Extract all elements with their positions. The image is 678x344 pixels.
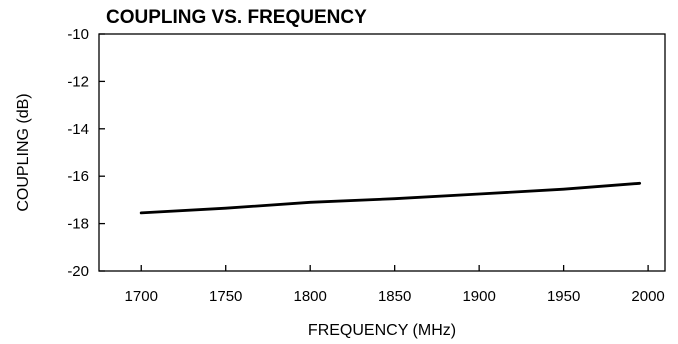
x-tick-label: 1700	[125, 288, 158, 305]
y-tick-label: -20	[67, 263, 89, 280]
y-tick-label: -18	[67, 216, 89, 233]
y-tick-label: -14	[67, 121, 89, 138]
y-tick-label: -12	[67, 73, 89, 90]
x-axis-title: FREQUENCY (MHz)	[308, 322, 456, 339]
x-tick-label: 1850	[378, 288, 411, 305]
x-tick-label: 1750	[209, 288, 242, 305]
x-tick-label: 2000	[631, 288, 664, 305]
chart-title: COUPLING VS. FREQUENCY	[106, 7, 367, 28]
y-tick-label: -10	[67, 26, 89, 43]
x-tick-label: 1900	[462, 288, 495, 305]
y-tick-label: -16	[67, 168, 89, 185]
y-axis: -10 -12 -14 -16 -18 -20	[67, 26, 105, 280]
x-axis: 1700 1750 1800 1850 1900 1950 2000	[125, 265, 665, 305]
x-tick-label: 1800	[294, 288, 327, 305]
y-axis-title: COUPLING (dB)	[15, 93, 32, 211]
series-line	[139, 181, 642, 215]
x-tick-label: 1950	[547, 288, 580, 305]
plot-frame	[98, 33, 666, 272]
